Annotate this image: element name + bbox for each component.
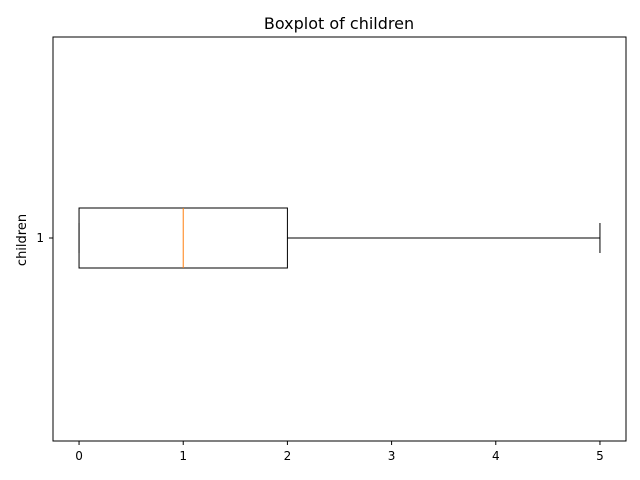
box-group	[78, 207, 601, 269]
y-axis-label: children	[15, 214, 30, 266]
x-tick-label: 5	[596, 449, 604, 463]
x-tick-label: 4	[492, 449, 500, 463]
x-tick-label: 0	[75, 449, 83, 463]
x-axis: 0 1 2 3 4 5	[75, 441, 604, 463]
plot-area-frame	[52, 36, 627, 442]
y-axis: 1	[36, 231, 53, 245]
x-tick-label: 3	[388, 449, 396, 463]
x-tick-label: 1	[179, 449, 187, 463]
y-tick-label: 1	[36, 231, 44, 245]
chart-title: Boxplot of children	[264, 14, 414, 33]
x-tick-label: 2	[284, 449, 292, 463]
